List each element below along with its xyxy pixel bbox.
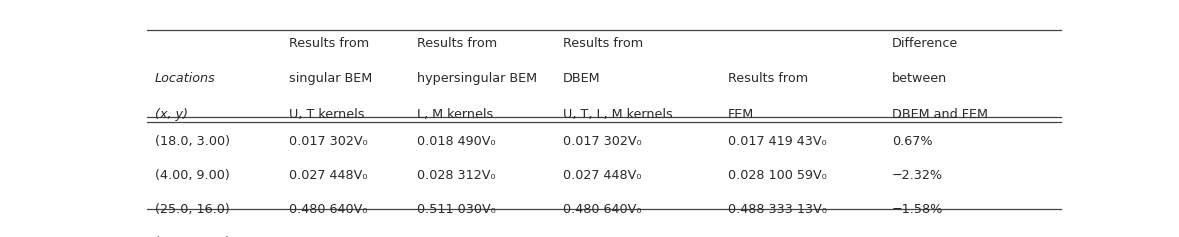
- Text: 0.018 490V₀: 0.018 490V₀: [417, 135, 495, 148]
- Text: Results from: Results from: [727, 72, 808, 85]
- Text: 0.028 100 59V₀: 0.028 100 59V₀: [727, 169, 826, 182]
- Text: 0.511 030V₀: 0.511 030V₀: [417, 203, 496, 216]
- Text: Results from: Results from: [417, 37, 498, 50]
- Text: (25.0, 16.0): (25.0, 16.0): [154, 203, 230, 216]
- Text: 0.480 640V₀: 0.480 640V₀: [564, 203, 641, 216]
- Text: 0.028 312V₀: 0.028 312V₀: [417, 169, 495, 182]
- Text: FEM: FEM: [727, 108, 753, 121]
- Text: singular BEM: singular BEM: [289, 72, 373, 85]
- Text: Results from: Results from: [564, 37, 644, 50]
- Text: Locations: Locations: [154, 72, 216, 85]
- Text: −1.58%: −1.58%: [893, 203, 943, 216]
- Text: between: between: [893, 72, 947, 85]
- Text: Results from: Results from: [289, 37, 369, 50]
- Text: 0.67%: 0.67%: [893, 135, 933, 148]
- Text: (4.00, 9.00): (4.00, 9.00): [154, 169, 230, 182]
- Text: U, T, L, M kernels: U, T, L, M kernels: [564, 108, 673, 121]
- Text: 0.027 448V₀: 0.027 448V₀: [289, 169, 368, 182]
- Text: 0.027 448V₀: 0.027 448V₀: [564, 169, 641, 182]
- Text: Difference: Difference: [893, 37, 959, 50]
- Text: 0.480 640V₀: 0.480 640V₀: [289, 203, 368, 216]
- Text: 0.488 333 13V₀: 0.488 333 13V₀: [727, 203, 826, 216]
- Text: DBEM: DBEM: [564, 72, 601, 85]
- Text: 0.017 419 43V₀: 0.017 419 43V₀: [727, 135, 826, 148]
- Text: L, M kernels: L, M kernels: [417, 108, 493, 121]
- Text: (18.0, 3.00): (18.0, 3.00): [154, 135, 230, 148]
- Text: −2.32%: −2.32%: [893, 169, 943, 182]
- Text: DBEM and FEM: DBEM and FEM: [893, 108, 988, 121]
- Text: hypersingular BEM: hypersingular BEM: [417, 72, 538, 85]
- Text: (x, y): (x, y): [154, 108, 187, 121]
- Text: 0.017 302V₀: 0.017 302V₀: [564, 135, 641, 148]
- Text: 0.017 302V₀: 0.017 302V₀: [289, 135, 368, 148]
- Text: U, T kernels: U, T kernels: [289, 108, 364, 121]
